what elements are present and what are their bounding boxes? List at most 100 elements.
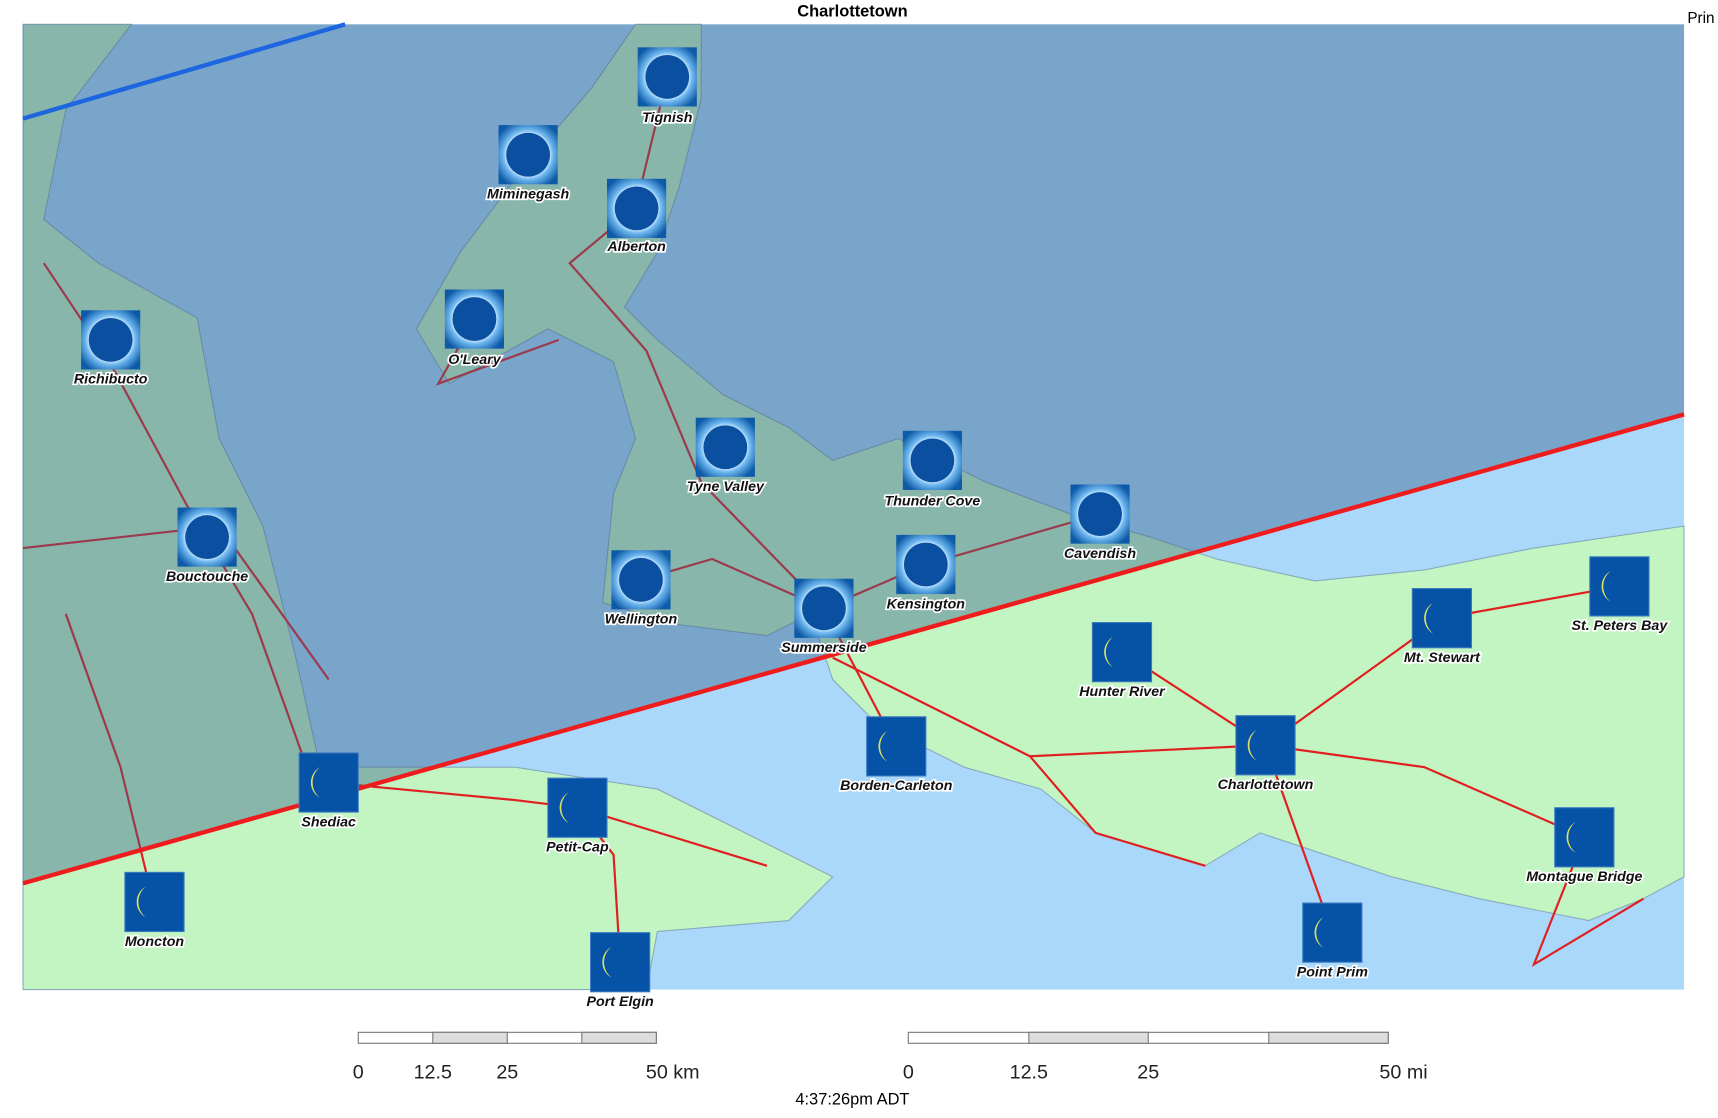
place-marker[interactable]: Port Elgin <box>585 932 656 1012</box>
eclipse-disc <box>1078 492 1122 536</box>
eclipse-icon <box>1302 902 1363 963</box>
eclipse-disc <box>645 54 690 99</box>
place-marker[interactable]: Richibucto <box>72 310 149 389</box>
place-markers: Tignish Miminegash Alberton O'Leary Richibuc… <box>72 47 1670 1012</box>
place-label: Miminegash <box>487 187 570 203</box>
eclipse-disc <box>910 438 955 483</box>
eclipse-crescent <box>602 946 612 978</box>
place-label: Petit-Cap <box>546 840 609 856</box>
print-link[interactable]: Prin <box>1687 10 1714 27</box>
place-marker[interactable]: Hunter River <box>1078 622 1168 702</box>
eclipse-icon <box>298 752 359 813</box>
eclipse-disc <box>185 515 229 559</box>
place-marker[interactable]: Point Prim <box>1295 902 1370 982</box>
place-marker[interactable]: O'Leary <box>444 289 505 370</box>
eclipse-crescent <box>1314 917 1324 948</box>
place-marker[interactable]: Montague Bridge <box>1525 807 1644 887</box>
place-marker[interactable]: Shediac <box>298 752 359 832</box>
scale-label: 12.5 <box>414 1061 452 1083</box>
place-label: Thunder Cove <box>885 493 981 509</box>
eclipse-icon <box>1091 622 1153 683</box>
place-label: Cavendish <box>1064 546 1136 562</box>
place-label: Shediac <box>301 814 356 830</box>
place-label: Hunter River <box>1079 684 1166 700</box>
place-marker[interactable]: Miminegash <box>485 125 571 204</box>
scale-label: 0 <box>903 1061 914 1083</box>
eclipse-icon <box>124 871 185 933</box>
place-label: Moncton <box>125 934 185 950</box>
place-marker[interactable]: St. Peters Bay <box>1570 556 1670 636</box>
eclipse-crescent <box>1601 571 1611 602</box>
totality-limit-north <box>22 22 346 121</box>
place-label: Mt. Stewart <box>1404 650 1481 666</box>
place-marker[interactable]: Kensington <box>885 534 967 614</box>
land-pei <box>415 23 1685 922</box>
eclipse-icon <box>866 716 927 777</box>
scale-mi: 0 12.5 25 50 mi <box>903 1031 1428 1083</box>
place-marker[interactable]: Wellington <box>603 550 679 629</box>
place-label: O'Leary <box>448 352 502 368</box>
eclipse-crescent <box>310 767 320 798</box>
place-label: St. Peters Bay <box>1572 618 1669 634</box>
place-marker[interactable]: Mt. Stewart <box>1402 588 1483 668</box>
basemap <box>22 22 1685 991</box>
place-label: Charlottetown <box>1218 777 1314 793</box>
place-label: Summerside <box>781 640 867 656</box>
timestamp: 4:37:26pm ADT <box>795 1091 909 1109</box>
eclipse-disc <box>88 317 133 362</box>
eclipse-disc <box>903 542 948 587</box>
place-marker[interactable]: Alberton <box>605 178 668 257</box>
eclipse-icon <box>1235 715 1296 776</box>
eclipse-disc <box>614 186 659 231</box>
scale-label: 25 <box>1137 1061 1159 1083</box>
place-label: Port Elgin <box>587 994 655 1010</box>
place-marker[interactable]: Bouctouche <box>164 507 250 587</box>
place-marker[interactable]: Petit-Cap <box>545 777 611 857</box>
eclipse-crescent <box>559 792 569 824</box>
place-label: Richibucto <box>74 372 148 388</box>
place-marker[interactable]: Tyne Valley <box>685 417 767 497</box>
totality-region <box>23 24 1685 884</box>
map-title: Charlottetown <box>797 3 907 21</box>
place-label: Tignish <box>642 110 693 126</box>
place-label: Borden-Carleton <box>840 778 953 794</box>
place-label: Point Prim <box>1297 964 1369 980</box>
scale-label: 0 <box>353 1061 364 1083</box>
scale-km: 0 12.5 25 50 km <box>353 1031 700 1083</box>
place-marker[interactable]: Tignish <box>637 47 697 127</box>
place-marker[interactable]: Charlottetown <box>1216 715 1315 795</box>
eclipse-crescent <box>1566 821 1576 853</box>
scale-label: 12.5 <box>1010 1061 1048 1083</box>
eclipse-disc <box>802 586 846 631</box>
eclipse-icon <box>1411 588 1473 649</box>
eclipse-crescent <box>1247 729 1257 761</box>
place-marker[interactable]: Summerside <box>780 578 868 658</box>
eclipse-crescent <box>878 731 888 762</box>
place-label: Alberton <box>606 239 666 255</box>
eclipse-crescent <box>1424 602 1434 634</box>
place-marker[interactable]: Borden-Carleton <box>838 716 954 796</box>
place-marker[interactable]: Cavendish <box>1062 484 1138 564</box>
place-marker[interactable]: Thunder Cove <box>883 430 982 511</box>
eclipse-icon <box>590 932 651 993</box>
eclipse-disc <box>619 557 663 602</box>
eclipse-disc <box>506 132 551 177</box>
place-label: Tyne Valley <box>687 479 765 495</box>
eclipse-icon <box>547 777 608 838</box>
eclipse-disc <box>452 297 497 341</box>
scale-label: 50 km <box>646 1061 700 1083</box>
scale-label: 50 mi <box>1379 1061 1427 1083</box>
place-label: Montague Bridge <box>1526 869 1642 885</box>
eclipse-crescent <box>1104 636 1114 668</box>
eclipse-crescent <box>136 886 146 918</box>
eclipse-icon <box>1554 807 1615 868</box>
eclipse-disc <box>703 425 748 470</box>
eclipse-icon <box>1589 556 1650 617</box>
place-marker[interactable]: Moncton <box>123 871 186 951</box>
scale-label: 25 <box>496 1061 518 1083</box>
place-label: Bouctouche <box>166 569 248 585</box>
place-label: Wellington <box>605 612 678 628</box>
place-label: Kensington <box>887 596 966 612</box>
